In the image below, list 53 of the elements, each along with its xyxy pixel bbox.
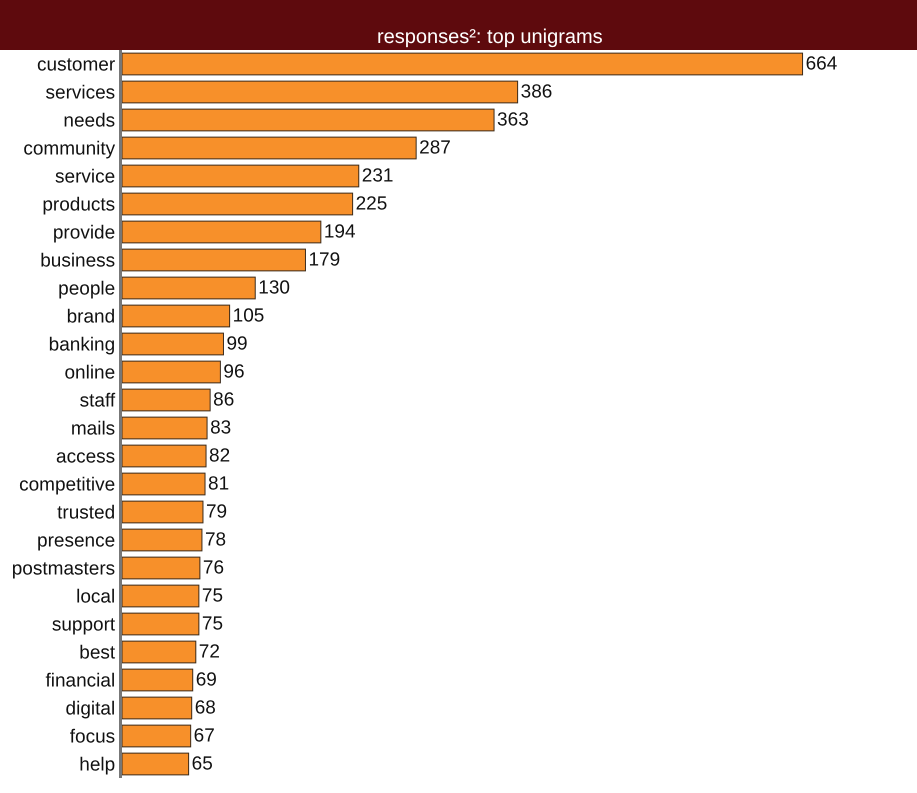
y-tick-label: people (58, 278, 116, 300)
y-tick-label: customer (37, 54, 116, 76)
y-tick-label: help (79, 754, 116, 776)
data-label: 130 (258, 278, 290, 298)
data-label: 72 (198, 642, 220, 662)
data-label: 231 (362, 166, 394, 186)
data-label: 179 (308, 250, 340, 270)
data-label: 76 (202, 558, 224, 578)
data-label: 75 (202, 586, 224, 606)
y-tick-label: digital (66, 698, 116, 720)
data-label: 81 (208, 474, 230, 494)
y-tick-label: online (64, 362, 116, 384)
data-label: 79 (206, 502, 228, 522)
y-tick-label: access (56, 446, 116, 468)
data-label: 225 (356, 194, 388, 214)
y-tick-label: staff (80, 390, 116, 412)
y-tick-label: financial (45, 670, 116, 692)
data-label: 67 (194, 726, 215, 746)
y-tick-label: provide (52, 222, 116, 244)
data-label: 99 (226, 334, 248, 354)
data-label: 83 (210, 418, 232, 438)
data-label: 86 (213, 390, 234, 410)
y-tick-label: community (23, 138, 116, 160)
data-label: 664 (806, 54, 838, 74)
y-tick-label: services (46, 82, 116, 104)
y-tick-label: competitive (19, 474, 116, 496)
data-label: 287 (419, 138, 451, 158)
y-tick-label: business (40, 250, 116, 272)
y-tick-label: postmasters (12, 558, 116, 580)
data-label: 386 (520, 82, 552, 102)
y-tick-label: products (42, 194, 116, 216)
y-tick-label: local (76, 586, 116, 608)
y-tick-label: focus (70, 726, 116, 748)
y-tick-label: banking (48, 334, 116, 356)
data-label: 78 (204, 530, 226, 550)
y-tick-label: support (52, 614, 116, 636)
data-label: 75 (202, 614, 224, 634)
y-tick-label: best (79, 642, 116, 664)
y-tick-label: brand (66, 306, 116, 328)
data-label: 65 (192, 754, 213, 774)
data-label: 69 (196, 670, 217, 690)
y-tick-label: trusted (57, 502, 116, 524)
data-label: 194 (324, 222, 356, 242)
data-label: 105 (232, 306, 264, 326)
y-tick-label: service (55, 166, 116, 188)
y-tick-label: mails (70, 418, 116, 440)
y-tick-label: presence (37, 530, 116, 552)
chart-title: responses²: top unigrams (377, 26, 603, 48)
data-label: 68 (194, 698, 216, 718)
y-tick-label: needs (63, 110, 116, 132)
data-label: 363 (497, 110, 529, 130)
data-label: 96 (223, 362, 245, 382)
data-label: 82 (209, 446, 230, 466)
